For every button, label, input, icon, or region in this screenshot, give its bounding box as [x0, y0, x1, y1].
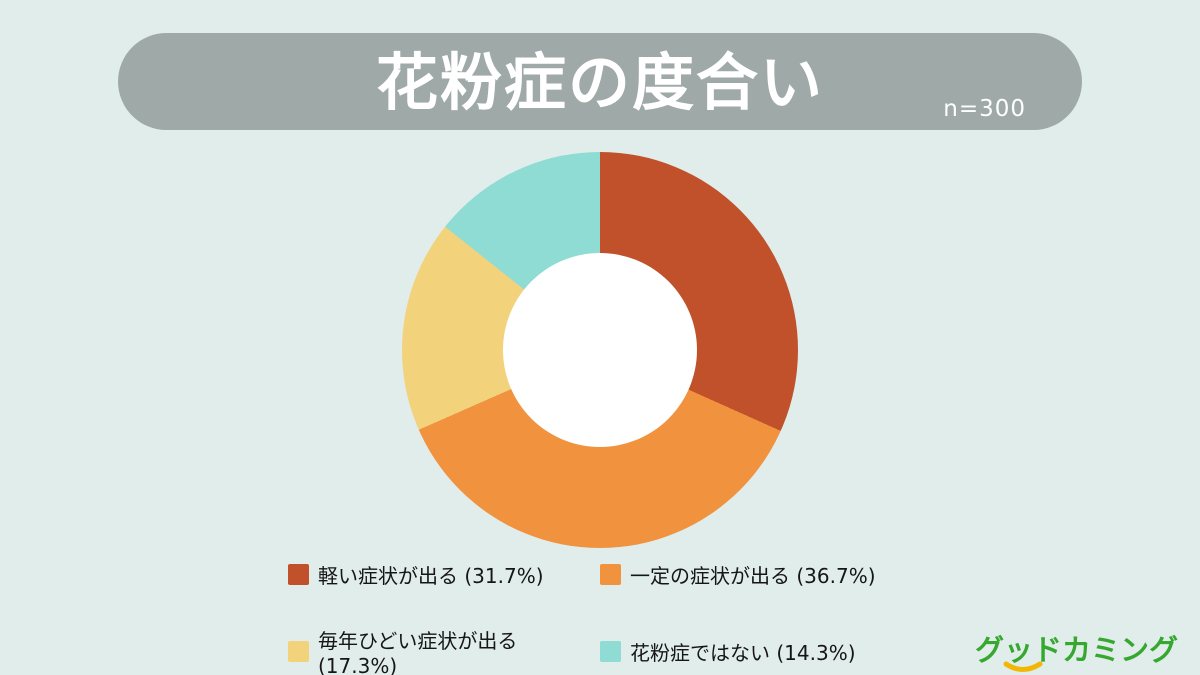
legend-swatch [288, 564, 309, 585]
sample-size-label: n=300 [943, 96, 1026, 122]
legend-swatch [600, 641, 621, 662]
title-banner: 花粉症の度合い n=300 [118, 33, 1082, 130]
donut-hole [502, 252, 698, 448]
legend-item: 花粉症ではない (14.3%) [600, 625, 912, 675]
legend-label: 花粉症ではない (14.3%) [630, 641, 856, 665]
logo-smile-icon [1003, 661, 1043, 672]
legend-label: 毎年ひどい症状が出る (17.3%) [318, 629, 518, 675]
legend-label: 一定の症状が出る (36.7%) [630, 564, 876, 588]
legend-item: 一定の症状が出る (36.7%) [600, 560, 912, 589]
donut-chart [402, 152, 798, 548]
legend-item: 軽い症状が出る (31.7%) [288, 560, 600, 589]
goodcoming-logo: グッドカミング [974, 627, 1178, 672]
chart-legend: 軽い症状が出る (31.7%) 一定の症状が出る (36.7%) 毎年ひどい症状… [0, 560, 1200, 675]
legend-item: 毎年ひどい症状が出る (17.3%) [288, 625, 600, 675]
chart-title: 花粉症の度合い [375, 46, 824, 119]
logo-text: グッドカミング [974, 633, 1178, 667]
legend-swatch [600, 564, 621, 585]
legend-label: 軽い症状が出る (31.7%) [318, 564, 544, 588]
legend-swatch [288, 641, 309, 662]
